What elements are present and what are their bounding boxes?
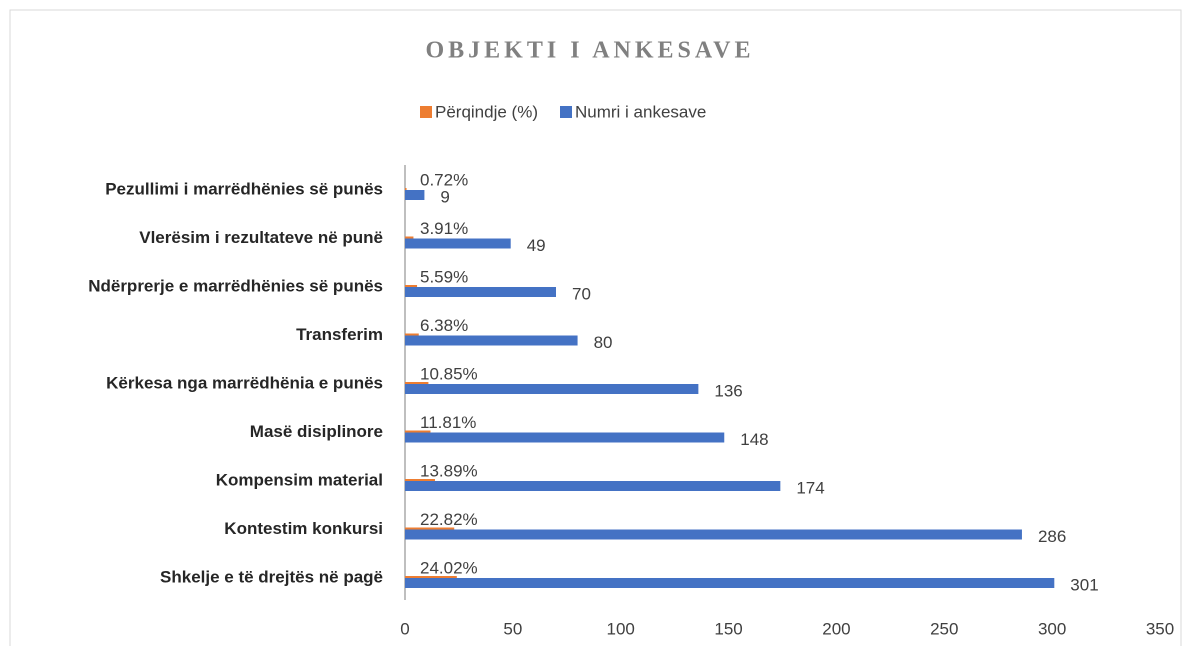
data-label: 0.72% (420, 170, 468, 189)
legend-label: Përqindje (%) (435, 102, 538, 121)
x-tick-label: 0 (400, 619, 409, 638)
bar (405, 430, 431, 434)
data-label: 148 (740, 430, 768, 449)
y-tick-label: Ndërprerje e marrëdhënies së punës (88, 276, 383, 295)
y-tick-label: Kërkesa nga marrëdhënia e punës (106, 373, 383, 392)
data-label: 6.38% (420, 316, 468, 335)
data-label: 136 (714, 381, 742, 400)
x-tick-label: 100 (607, 619, 635, 638)
bar (405, 529, 1022, 540)
legend-swatch (420, 106, 432, 118)
bar (405, 578, 1055, 588)
legend-swatch (560, 106, 572, 118)
x-tick-label: 350 (1146, 619, 1174, 638)
x-tick-label: 50 (503, 619, 522, 638)
data-label: 49 (527, 236, 546, 255)
y-tick-label: Vlerësim i rezultateve në punë (139, 228, 383, 247)
bar (405, 236, 414, 240)
data-label: 24.02% (420, 558, 478, 577)
bar (405, 190, 425, 200)
y-tick-label: Kompensim material (216, 470, 383, 489)
bar (405, 335, 578, 346)
data-label: 9 (440, 187, 449, 206)
legend-label: Numri i ankesave (575, 102, 706, 121)
bar (405, 384, 699, 394)
bar (405, 432, 725, 443)
bar (405, 479, 435, 482)
bar (405, 333, 419, 337)
bar (405, 188, 407, 191)
data-label: 70 (572, 284, 591, 303)
data-label: 13.89% (420, 461, 478, 480)
y-tick-label: Pezullimi i marrëdhënies së punës (105, 179, 383, 198)
y-tick-label: Masë disiplinore (250, 422, 383, 441)
x-tick-label: 150 (714, 619, 742, 638)
y-tick-label: Kontestim konkursi (224, 519, 383, 538)
chart-border (9, 9, 1182, 646)
bar (405, 238, 511, 249)
data-label: 174 (796, 478, 824, 497)
y-tick-label: Transferim (296, 325, 383, 344)
data-label: 11.81% (420, 413, 476, 432)
bar (405, 382, 429, 385)
bar (405, 576, 457, 579)
y-tick-label: Shkelje e të drejtës në pagë (160, 567, 383, 586)
data-label: 10.85% (420, 364, 478, 383)
data-label: 301 (1070, 575, 1098, 594)
data-label: 22.82% (420, 510, 478, 529)
chart-title: OBJEKTI I ANKESAVE (426, 38, 755, 64)
data-label: 3.91% (420, 219, 468, 238)
bar (405, 527, 455, 531)
bar (405, 481, 781, 491)
bar (405, 285, 418, 288)
data-label: 5.59% (420, 267, 468, 286)
x-tick-label: 250 (930, 619, 958, 638)
data-label: 80 (594, 333, 613, 352)
x-tick-label: 300 (1038, 619, 1066, 638)
data-label: 286 (1038, 527, 1066, 546)
x-tick-label: 200 (822, 619, 850, 638)
bar (405, 287, 556, 297)
